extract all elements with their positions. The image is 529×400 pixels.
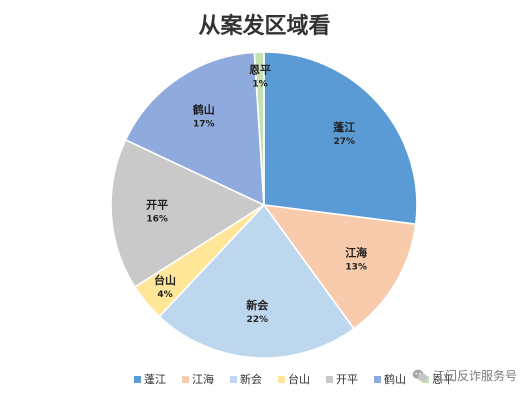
slice-labels: 蓬江 27% 江海 13% 新会 22% 台山 4% 开平 16% 鹤山 17% 恩平 1%: [146, 64, 367, 325]
slice-percent-6: 17%: [193, 119, 215, 129]
legend-label-1: 蓬江: [144, 373, 166, 386]
watermark-text: 江门反诈服务号: [432, 369, 517, 383]
slice-percent-5: 16%: [146, 215, 168, 225]
pie-slice-5: [110, 138, 266, 289]
slice-percent-2: 13%: [345, 263, 367, 273]
legend-swatch-3: [230, 376, 237, 383]
legend-label-3: 新会: [240, 372, 262, 386]
legend-label-2: 江海: [192, 372, 214, 386]
slice-label-4: 台山: [154, 273, 176, 287]
legend-label-7: 恩平: [432, 373, 454, 386]
slice-label-1: 蓬江: [333, 120, 355, 134]
slice-percent-7: 1%: [252, 80, 267, 90]
pie-slices: [110, 51, 418, 359]
wechat-icon: [412, 369, 428, 381]
legend-label-6: 鹤山: [384, 372, 406, 386]
legend-swatch-1: [134, 376, 141, 383]
legend-swatch-4: [278, 376, 285, 383]
pie-slice-1: [263, 51, 418, 226]
slice-percent-3: 22%: [247, 315, 269, 325]
legend-swatch-6: [374, 376, 381, 383]
pie-slice-2: [262, 203, 417, 330]
slice-label-7: 恩平: [249, 64, 271, 77]
legend-label-4: 台山: [288, 372, 310, 386]
pie-slice-6: [124, 51, 265, 207]
slice-label-6: 鹤山: [193, 102, 215, 116]
watermark: 江门反诈服务号: [412, 367, 517, 384]
chart-title: 从案发区域看: [198, 14, 331, 39]
slice-label-3: 新会: [246, 298, 269, 312]
pie-slice-3: [158, 203, 356, 359]
legend-label-5: 开平: [336, 373, 358, 386]
legend-swatch-5: [326, 376, 333, 383]
pie-slice-7: [253, 51, 265, 206]
legend-swatch-2: [182, 376, 189, 383]
slice-percent-4: 4%: [157, 290, 172, 300]
slice-label-2: 江海: [345, 246, 367, 260]
slice-label-5: 开平: [146, 199, 168, 212]
slice-percent-1: 27%: [334, 137, 356, 147]
legend: 蓬江 江海 新会 台山 开平 鹤山 恩平: [134, 372, 454, 386]
